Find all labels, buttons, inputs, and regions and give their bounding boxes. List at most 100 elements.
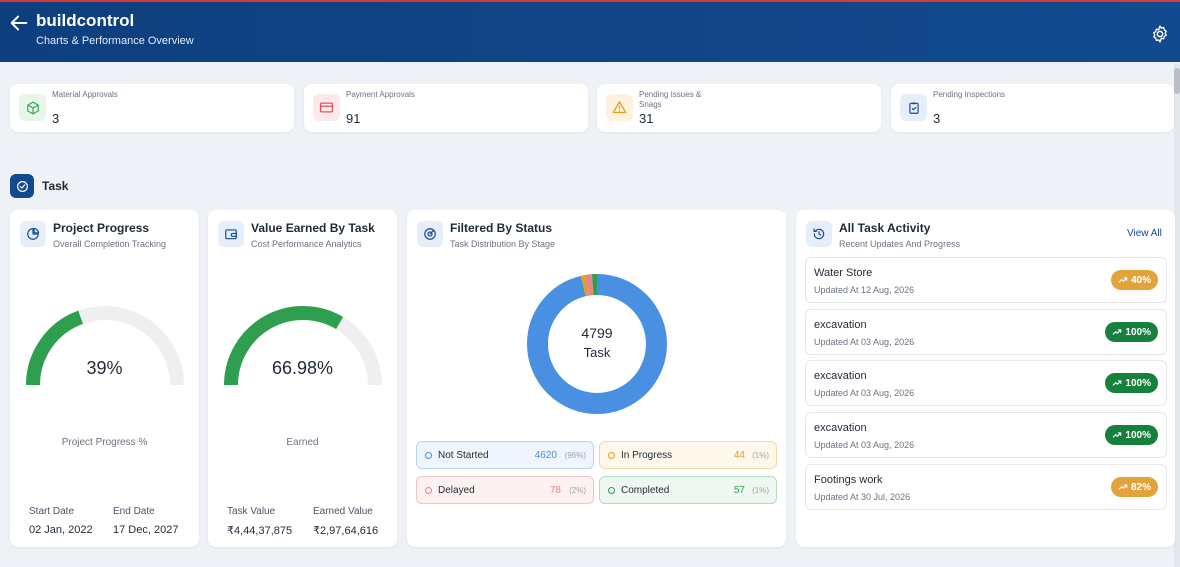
stat-card-pending-issues[interactable]: Pending Issues & Snags 31 — [597, 84, 881, 132]
cube-icon — [26, 101, 39, 114]
legend-percent: (1%) — [752, 451, 769, 460]
history-icon — [813, 228, 825, 240]
stat-card-pending-inspections[interactable]: Pending Inspections 3 — [891, 84, 1174, 132]
badge-value: 82% — [1130, 481, 1151, 493]
app-header: buildcontrol Charts & Performance Overvi… — [0, 0, 1180, 62]
activity-name: Footings work — [814, 474, 883, 486]
task-section-icon — [10, 174, 34, 198]
card-title: Filtered By Status — [450, 221, 553, 235]
legend-in-progress[interactable]: In Progress 44 (1%) — [599, 441, 777, 469]
card-subtitle: Recent Updates And Progress — [839, 239, 961, 249]
card-subtitle: Task Distribution By Stage — [450, 239, 556, 249]
back-arrow-icon[interactable] — [8, 12, 30, 34]
legend-dot — [425, 487, 432, 494]
card-icon-box — [218, 221, 244, 247]
activity-item[interactable]: excavation Updated At 03 Aug, 2026 100% — [805, 309, 1167, 355]
target-icon — [424, 228, 436, 240]
legend-percent: (1%) — [752, 486, 769, 495]
stat-value: 31 — [639, 111, 654, 126]
earned-value: ₹2,97,64,616 — [313, 525, 379, 537]
badge-value: 100% — [1125, 377, 1151, 389]
activity-item[interactable]: excavation Updated At 03 Aug, 2026 100% — [805, 412, 1167, 458]
trending-up-icon — [1118, 277, 1128, 283]
stat-label: Payment Approvals — [346, 90, 415, 99]
activity-name: excavation — [814, 319, 867, 331]
stat-value: 91 — [346, 111, 361, 126]
activity-item[interactable]: Footings work Updated At 30 Jul, 2026 82… — [805, 464, 1167, 510]
legend-name: Completed — [621, 485, 670, 496]
page-scrollbar[interactable] — [1174, 64, 1180, 567]
donut-slice-completed[interactable] — [527, 274, 667, 414]
progress-gauge — [26, 306, 184, 385]
gear-icon[interactable] — [1150, 24, 1170, 44]
view-all-link[interactable]: View All — [1127, 228, 1162, 239]
activity-date: Updated At 12 Aug, 2026 — [814, 285, 915, 295]
app-title: buildcontrol — [36, 11, 135, 30]
pie-chart-icon — [27, 227, 40, 240]
legend-percent: (96%) — [564, 451, 586, 460]
trending-up-icon — [1118, 484, 1128, 490]
legend-not-started[interactable]: Not Started 4620 (96%) — [416, 441, 594, 469]
progress-badge: 82% — [1110, 477, 1158, 497]
activity-item[interactable]: excavation Updated At 03 Aug, 2026 100% — [805, 360, 1167, 406]
start-date-value: 02 Jan, 2022 — [29, 524, 93, 536]
gauge-caption: Project Progress % — [61, 437, 148, 448]
legend-name: Delayed — [438, 485, 475, 496]
wallet-icon — [225, 229, 237, 240]
legend-count: 57 — [733, 485, 745, 496]
legend-count: 4620 — [534, 450, 557, 461]
gauge-fill — [26, 310, 84, 385]
task-value: ₹4,44,37,875 — [227, 525, 293, 537]
progress-badge: 100% — [1105, 373, 1158, 393]
end-date-label: End Date — [113, 506, 155, 517]
clipboard-check-icon — [908, 101, 919, 114]
stat-value: 3 — [933, 111, 941, 126]
activity-name: excavation — [814, 370, 867, 382]
trending-up-icon — [1113, 432, 1122, 438]
donut-slice-not-started[interactable] — [527, 274, 667, 414]
donut-total: 4799 — [581, 325, 613, 341]
app-subtitle: Charts & Performance Overview — [36, 35, 194, 47]
activity-name: excavation — [814, 422, 867, 434]
end-date-value: 17 Dec, 2027 — [113, 524, 179, 536]
status-distribution-card: Filtered By Status Task Distribution By … — [407, 210, 786, 547]
stat-label: Pending Issues & Snags — [639, 90, 702, 109]
badge-value: 40% — [1130, 274, 1151, 286]
scrollbar-thumb[interactable] — [1174, 68, 1180, 94]
stat-icon-box — [900, 94, 927, 121]
activity-date: Updated At 03 Aug, 2026 — [814, 388, 915, 398]
card-title: Project Progress — [53, 221, 150, 235]
legend-dot — [425, 452, 432, 459]
card-subtitle: Overall Completion Tracking — [53, 239, 167, 249]
gauge-fill — [224, 306, 344, 385]
earned-value-label: Earned Value — [313, 506, 373, 517]
start-date-label: Start Date — [29, 506, 75, 517]
legend-delayed[interactable]: Delayed 78 (2%) — [416, 476, 594, 504]
status-donut-chart — [527, 274, 667, 414]
activity-date: Updated At 03 Aug, 2026 — [814, 440, 915, 450]
legend-completed[interactable]: Completed 57 (1%) — [599, 476, 777, 504]
stat-card-material-approvals[interactable]: Material Approvals 3 — [10, 84, 294, 132]
progress-badge: 40% — [1110, 270, 1158, 290]
stat-label: Pending Inspections — [933, 90, 1006, 99]
activity-item[interactable]: Water Store Updated At 12 Aug, 2026 40% — [805, 257, 1167, 303]
stat-icon-box — [313, 94, 340, 121]
donut-total-label: Task — [583, 345, 611, 360]
section-title: Task — [42, 179, 69, 193]
legend-name: Not Started — [438, 450, 489, 461]
legend-dot — [608, 452, 615, 459]
stat-icon-box — [606, 94, 633, 121]
card-subtitle: Cost Performance Analytics — [251, 239, 362, 249]
activity-name: Water Store — [814, 267, 873, 279]
legend-dot — [608, 487, 615, 494]
value-earned-card: Value Earned By Task Cost Performance An… — [208, 210, 397, 547]
legend-name: In Progress — [621, 450, 673, 461]
card-icon-box — [417, 221, 443, 247]
trending-up-icon — [1113, 329, 1122, 335]
stat-card-payment-approvals[interactable]: Payment Approvals 91 — [304, 84, 588, 132]
progress-badge: 100% — [1105, 322, 1158, 342]
badge-value: 100% — [1125, 429, 1151, 441]
warning-icon — [612, 101, 627, 114]
task-value-label: Task Value — [227, 506, 276, 517]
legend-count: 44 — [733, 450, 745, 461]
